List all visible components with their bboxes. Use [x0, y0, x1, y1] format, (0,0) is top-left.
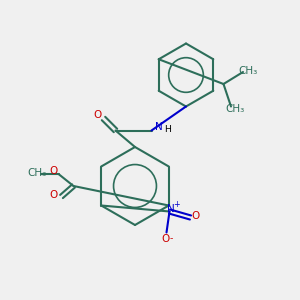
Text: +: + — [173, 200, 179, 209]
Text: O: O — [93, 110, 102, 121]
Text: -: - — [169, 235, 173, 244]
Text: O: O — [191, 211, 199, 221]
Text: H: H — [165, 124, 171, 134]
Text: CH₃: CH₃ — [238, 65, 257, 76]
Text: CH₃: CH₃ — [226, 104, 245, 115]
Text: O: O — [50, 190, 58, 200]
Text: O: O — [161, 233, 169, 244]
Text: O: O — [50, 166, 58, 176]
Text: N: N — [167, 203, 175, 214]
Text: CH₃: CH₃ — [28, 167, 47, 178]
Text: N: N — [155, 122, 163, 133]
